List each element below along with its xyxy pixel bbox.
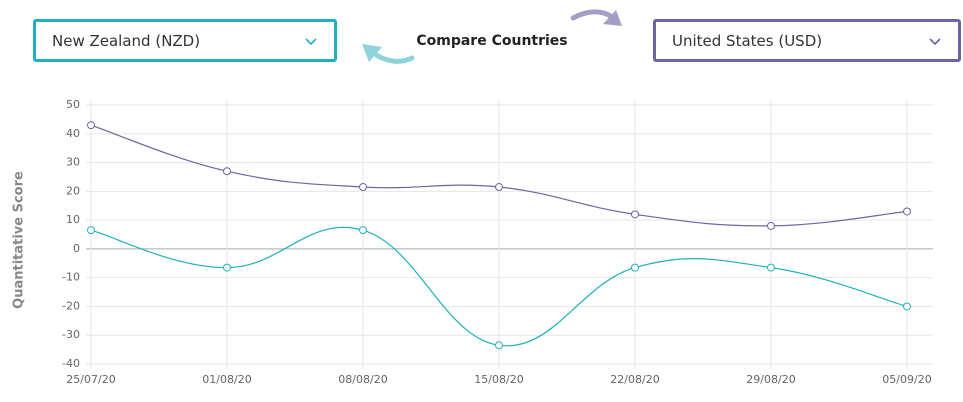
y-tick-label: 30 (66, 156, 80, 169)
y-tick-label: 40 (66, 127, 80, 140)
arrow (369, 49, 415, 64)
country-select[interactable]: United States (USD) (653, 19, 961, 62)
x-tick-label: 01/08/20 (202, 373, 251, 386)
country-select[interactable]: New Zealand (NZD) (33, 19, 337, 62)
x-tick-label: 15/08/20 (474, 373, 523, 386)
y-tick-label: 50 (66, 98, 80, 111)
chevron (929, 37, 941, 45)
y-tick-label: -20 (62, 299, 80, 312)
x-tick-label: 05/09/20 (882, 373, 931, 386)
point (359, 183, 367, 192)
point (631, 210, 639, 219)
point (495, 341, 503, 350)
point (631, 263, 639, 272)
point (495, 183, 503, 192)
x-tick-label: 08/08/20 (338, 373, 387, 386)
point (903, 302, 911, 311)
point (223, 167, 231, 176)
arrow (570, 9, 615, 21)
select-value: United States (USD) (672, 31, 823, 50)
y-tick-label: 10 (66, 213, 80, 226)
x-tick-label: 25/07/20 (66, 373, 115, 386)
point (767, 263, 775, 272)
point (903, 207, 911, 216)
point (223, 263, 231, 272)
x-tick-label: 29/08/20 (746, 373, 795, 386)
chevron (305, 37, 317, 45)
point (359, 226, 367, 235)
point (767, 221, 775, 230)
y-tick-label: 20 (66, 184, 80, 197)
y-tick-label: -30 (62, 328, 80, 341)
point (87, 121, 95, 130)
arrow-head (362, 44, 382, 62)
y-tick-label: -40 (62, 357, 80, 370)
y-tick-label: -10 (62, 271, 80, 284)
arrow-head (603, 10, 622, 26)
select-value: New Zealand (NZD) (52, 31, 201, 50)
y-tick-label: 0 (73, 242, 80, 255)
x-tick-label: 22/08/20 (610, 373, 659, 386)
y-axis-label: Quantitative Score (12, 171, 27, 309)
compare-label: Compare Countries (416, 33, 567, 49)
point (87, 226, 95, 235)
